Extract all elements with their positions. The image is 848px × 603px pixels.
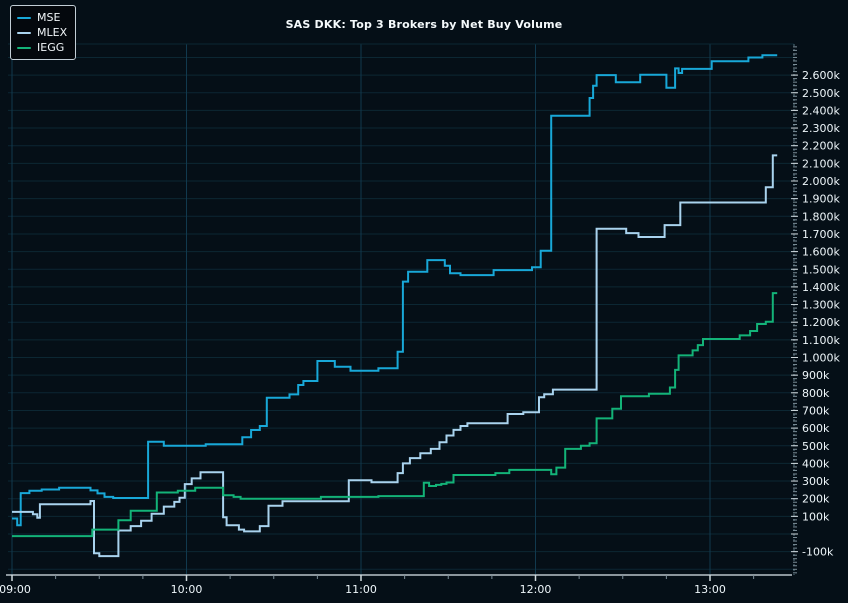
- legend-label: MLEX: [37, 26, 68, 39]
- legend-item-mlex[interactable]: MLEX: [17, 25, 67, 40]
- y-tick-label: 2.100k: [802, 157, 840, 170]
- series-line-iegg: [12, 292, 778, 538]
- series-line-mlex: [12, 154, 778, 558]
- x-tick-label: 12:00: [520, 583, 552, 596]
- x-tick-label: 11:00: [345, 583, 377, 596]
- x-tick-label: 10:00: [171, 583, 203, 596]
- y-tick-label: 700k: [802, 404, 830, 417]
- y-tick-label: 1.900k: [802, 193, 840, 206]
- legend-swatch-icon: [17, 16, 31, 19]
- series-line-mse: [12, 54, 778, 527]
- legend-item-iegg[interactable]: IEGG: [17, 40, 67, 55]
- y-tick-label: 500k: [802, 440, 830, 453]
- y-tick-label: 1.000k: [802, 352, 840, 365]
- y-tick-label: 2.000k: [802, 175, 840, 188]
- y-tick-label: 100k: [802, 510, 830, 523]
- y-tick-label: 1.300k: [802, 299, 840, 312]
- legend-item-mse[interactable]: MSE: [17, 10, 67, 25]
- legend-swatch-icon: [17, 46, 31, 49]
- legend-label: MSE: [37, 11, 61, 24]
- y-tick-label: 2.200k: [802, 140, 840, 153]
- y-tick-label: 2.300k: [802, 122, 840, 135]
- y-tick-label: 2.600k: [802, 69, 840, 82]
- y-tick-label: 1.400k: [802, 281, 840, 294]
- chart-title: SAS DKK: Top 3 Brokers by Net Buy Volume: [285, 18, 563, 31]
- y-tick-label: 1.600k: [802, 246, 840, 259]
- y-tick-label: 2.400k: [802, 104, 840, 117]
- y-tick-label: 600k: [802, 422, 830, 435]
- y-tick-label: 1.500k: [802, 263, 840, 276]
- y-tick-label: -100k: [802, 546, 834, 559]
- y-tick-label: 400k: [802, 457, 830, 470]
- y-tick-label: 900k: [802, 369, 830, 382]
- y-tick-label: 200k: [802, 493, 830, 506]
- x-tick-label: 09:00: [0, 583, 31, 596]
- y-tick-label: 1.100k: [802, 334, 840, 347]
- y-tick-label: 1.700k: [802, 228, 840, 241]
- legend-label: IEGG: [37, 41, 65, 54]
- y-tick-label: 300k: [802, 475, 830, 488]
- y-tick-label: 800k: [802, 387, 830, 400]
- legend-swatch-icon: [17, 31, 31, 34]
- legend: MSE MLEX IEGG: [10, 5, 77, 60]
- y-tick-label: 1.800k: [802, 210, 840, 223]
- x-tick-label: 13:00: [694, 583, 726, 596]
- y-tick-label: 1.200k: [802, 316, 840, 329]
- y-tick-label: 2.500k: [802, 87, 840, 100]
